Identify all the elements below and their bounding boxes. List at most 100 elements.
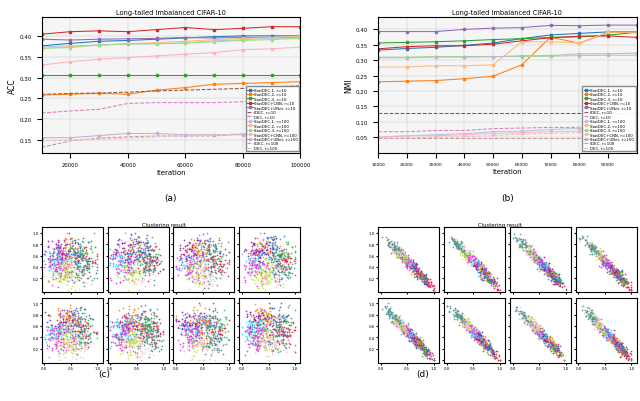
Point [108, 255, 118, 262]
Point [534, 263, 545, 269]
Point [272, 324, 282, 330]
Point [45, 253, 55, 259]
Point [204, 238, 214, 244]
Point [266, 276, 276, 282]
Point [552, 347, 563, 354]
Point [456, 313, 467, 320]
Point [201, 315, 211, 321]
Point [577, 234, 587, 240]
Point [125, 261, 135, 267]
Point [55, 323, 65, 330]
Point [214, 331, 225, 337]
Point [447, 237, 458, 243]
Point [524, 244, 534, 250]
Point [124, 306, 134, 313]
Point [476, 271, 486, 277]
Point [527, 255, 537, 261]
Point [410, 339, 420, 346]
Point [122, 253, 132, 259]
Point [545, 334, 556, 340]
Point [528, 247, 538, 253]
Point [246, 263, 256, 269]
Point [121, 339, 131, 345]
Point [469, 262, 479, 269]
Point [198, 275, 209, 282]
Point [138, 249, 148, 256]
Point [421, 272, 431, 278]
Point [595, 325, 605, 331]
Point [71, 266, 81, 273]
Point [604, 333, 614, 340]
Point [68, 318, 79, 324]
Point [63, 278, 73, 284]
Point [420, 350, 431, 357]
Point [608, 340, 618, 346]
Point [392, 314, 402, 320]
Point [149, 265, 159, 271]
Point [536, 329, 546, 336]
Point [190, 330, 200, 336]
Point [257, 325, 268, 331]
Point [546, 341, 556, 347]
Point [257, 277, 268, 283]
Point [259, 245, 269, 252]
Point [420, 279, 430, 286]
Point [199, 257, 209, 263]
Point [620, 279, 630, 286]
Point [419, 278, 429, 285]
Point [154, 316, 164, 322]
Point [282, 251, 292, 258]
Point [472, 328, 482, 334]
Point [282, 254, 292, 260]
Point [417, 340, 428, 346]
Point [268, 237, 278, 244]
Point [70, 305, 81, 311]
Point [140, 315, 150, 322]
Point [154, 328, 164, 334]
Point [389, 244, 399, 251]
Point [219, 261, 229, 267]
Point [534, 267, 544, 274]
Point [548, 274, 559, 281]
Point [108, 331, 118, 337]
Point [205, 340, 216, 346]
Point [618, 278, 628, 285]
Point [425, 355, 435, 361]
Point [214, 320, 225, 326]
Point [65, 267, 76, 273]
Point [483, 274, 493, 281]
Point [70, 338, 80, 344]
Point [136, 261, 147, 267]
Point [531, 256, 541, 262]
Point [185, 241, 195, 247]
Point [215, 326, 225, 333]
Point [625, 350, 635, 356]
Point [410, 261, 420, 267]
Point [211, 275, 221, 281]
Point [621, 276, 632, 282]
IDEC, r=10 [575, 111, 583, 116]
Point [204, 319, 214, 325]
Point [534, 327, 545, 334]
Point [397, 259, 407, 266]
Point [461, 321, 471, 328]
Point [285, 332, 295, 338]
StatDEC+UNet, r=10 [547, 24, 554, 29]
Point [137, 334, 147, 340]
Point [77, 264, 88, 270]
Point [476, 342, 486, 349]
Point [269, 255, 280, 262]
Point [459, 246, 469, 253]
Point [261, 241, 271, 248]
Point [190, 343, 200, 350]
Point [410, 266, 420, 273]
Point [395, 323, 405, 330]
Point [545, 274, 555, 281]
Point [54, 326, 64, 332]
Point [44, 324, 54, 331]
DEC, r=10 [124, 102, 132, 107]
Point [422, 352, 433, 358]
Point [455, 315, 465, 321]
StatDEC-1, r=100 [38, 45, 45, 50]
Point [70, 252, 80, 258]
